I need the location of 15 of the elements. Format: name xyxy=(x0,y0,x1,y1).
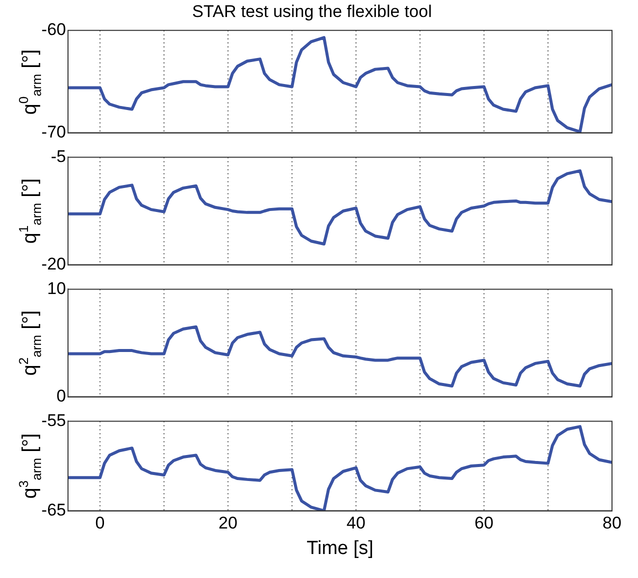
y-tick-label: -70 xyxy=(41,122,66,142)
x-tick-label: 40 xyxy=(346,514,366,533)
x-tick-label: 60 xyxy=(474,514,494,533)
y-tick-label: -65 xyxy=(41,500,66,520)
x-axis-title: Time [s] xyxy=(306,538,374,559)
x-tick-label: 80 xyxy=(602,514,622,533)
y-tick-label: -60 xyxy=(41,20,66,40)
y-tick-label: -55 xyxy=(41,410,66,430)
y-tick-label: -5 xyxy=(50,146,66,166)
y-tick-label: -20 xyxy=(41,254,66,274)
y-tick-label: 0 xyxy=(56,386,66,406)
chart-title: STAR test using the flexible tool xyxy=(192,2,432,21)
y-tick-label: 10 xyxy=(47,278,66,298)
x-tick-label: 20 xyxy=(218,514,238,533)
x-tick-label: 0 xyxy=(95,514,105,533)
